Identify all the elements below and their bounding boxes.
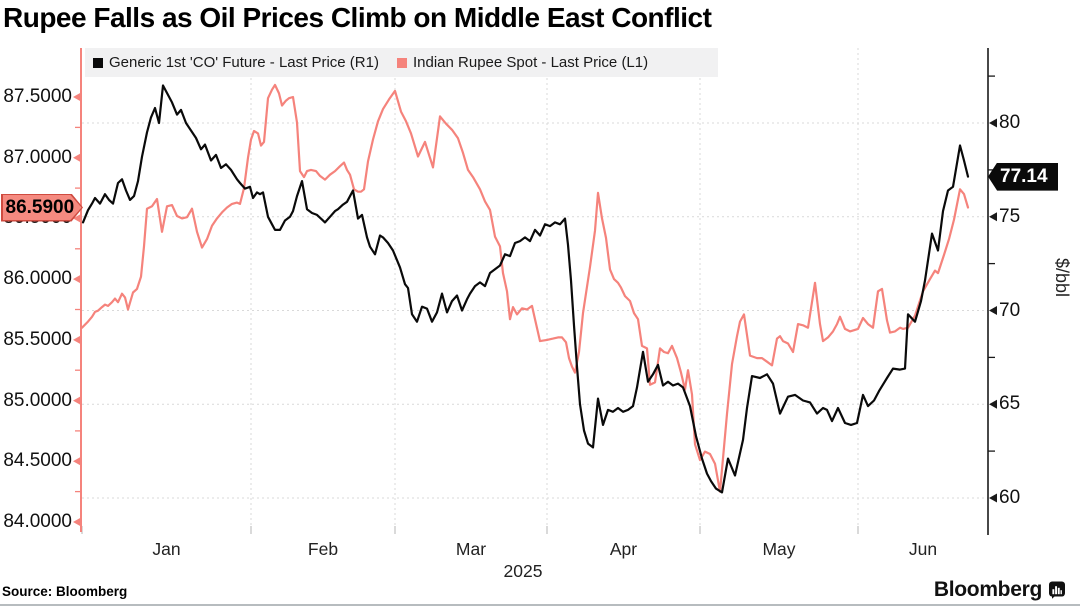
right-axis-major-tick	[989, 399, 997, 409]
left-axis-major-tick	[73, 396, 81, 406]
left-axis-major-tick	[73, 456, 81, 466]
x-axis-month-label: Jun	[908, 539, 938, 559]
page-title: Rupee Falls as Oil Prices Climb on Middl…	[3, 2, 712, 33]
left-axis-tick-label: 85.0000	[3, 389, 72, 411]
right-axis-tick-label: 60	[999, 487, 1021, 508]
oil-last-price-value: 77.14	[1000, 165, 1048, 187]
right-axis-tick-label: 65	[999, 393, 1021, 415]
bloomberg-wordmark: Bloomberg	[933, 578, 1042, 601]
left-axis-tick-label: 87.0000	[3, 146, 72, 168]
left-axis-major-tick	[73, 274, 81, 284]
left-axis-major-tick	[73, 153, 81, 163]
brent-future-line	[81, 84, 970, 494]
left-axis-major-tick	[73, 335, 81, 345]
left-axis-tick-label: 86.0000	[3, 268, 72, 290]
x-axis-month-label: May	[762, 539, 796, 559]
left-axis-major-tick	[73, 213, 81, 223]
legend-item-rupee: Indian Rupee Spot - Last Price (L1)	[396, 54, 649, 71]
legend-label-brent: Generic 1st 'CO' Future - Last Price (R1…	[109, 54, 379, 71]
right-axis-major-tick	[989, 493, 997, 503]
bottom-divider	[0, 604, 1080, 606]
right-axis-tick-label: 70	[999, 299, 1021, 321]
x-axis-month-label: Feb	[307, 539, 339, 559]
left-axis-tick-label: 84.5000	[3, 450, 72, 472]
left-axis-tick-label: 84.0000	[3, 511, 72, 532]
right-axis-tick-label: 80	[999, 112, 1021, 133]
left-axis-tick-label: 85.5000	[3, 328, 72, 350]
right-axis-tick-label: 75	[999, 205, 1021, 227]
right-axis-major-tick	[989, 306, 997, 315]
bloomberg-brand: Bloomberg	[934, 578, 1066, 602]
legend-item-brent: Generic 1st 'CO' Future - Last Price (R1…	[93, 54, 379, 71]
left-axis-major-tick	[73, 92, 81, 102]
rupee-last-price-value: 86.5900	[2, 195, 82, 220]
left-axis-major-tick	[73, 517, 81, 527]
x-axis-month-label: Mar	[455, 539, 487, 559]
x-axis-year-label: 2025	[503, 561, 543, 581]
bloomberg-bars-icon	[1049, 581, 1065, 599]
x-axis-month-label: Jan	[152, 539, 181, 559]
source-note: Source: Bloomberg	[2, 584, 128, 599]
left-axis-tick-label: 87.5000	[3, 86, 72, 107]
x-axis-month-label: Apr	[609, 539, 638, 559]
legend-swatch-black-icon	[93, 57, 103, 68]
rupee-spot-line	[80, 83, 970, 493]
rupee-last-price-callout: 86.5900	[1, 193, 83, 222]
legend-swatch-salmon-icon	[396, 57, 407, 68]
oil-last-price-callout: 77.14	[988, 162, 1058, 191]
right-axis-major-tick	[989, 212, 997, 222]
right-axis-major-tick	[989, 118, 997, 128]
chart-legend: Generic 1st 'CO' Future - Last Price (R1…	[85, 48, 718, 77]
right-axis-unit-label: $/bbl	[1052, 258, 1072, 298]
legend-label-rupee: Indian Rupee Spot - Last Price (L1)	[412, 54, 649, 71]
